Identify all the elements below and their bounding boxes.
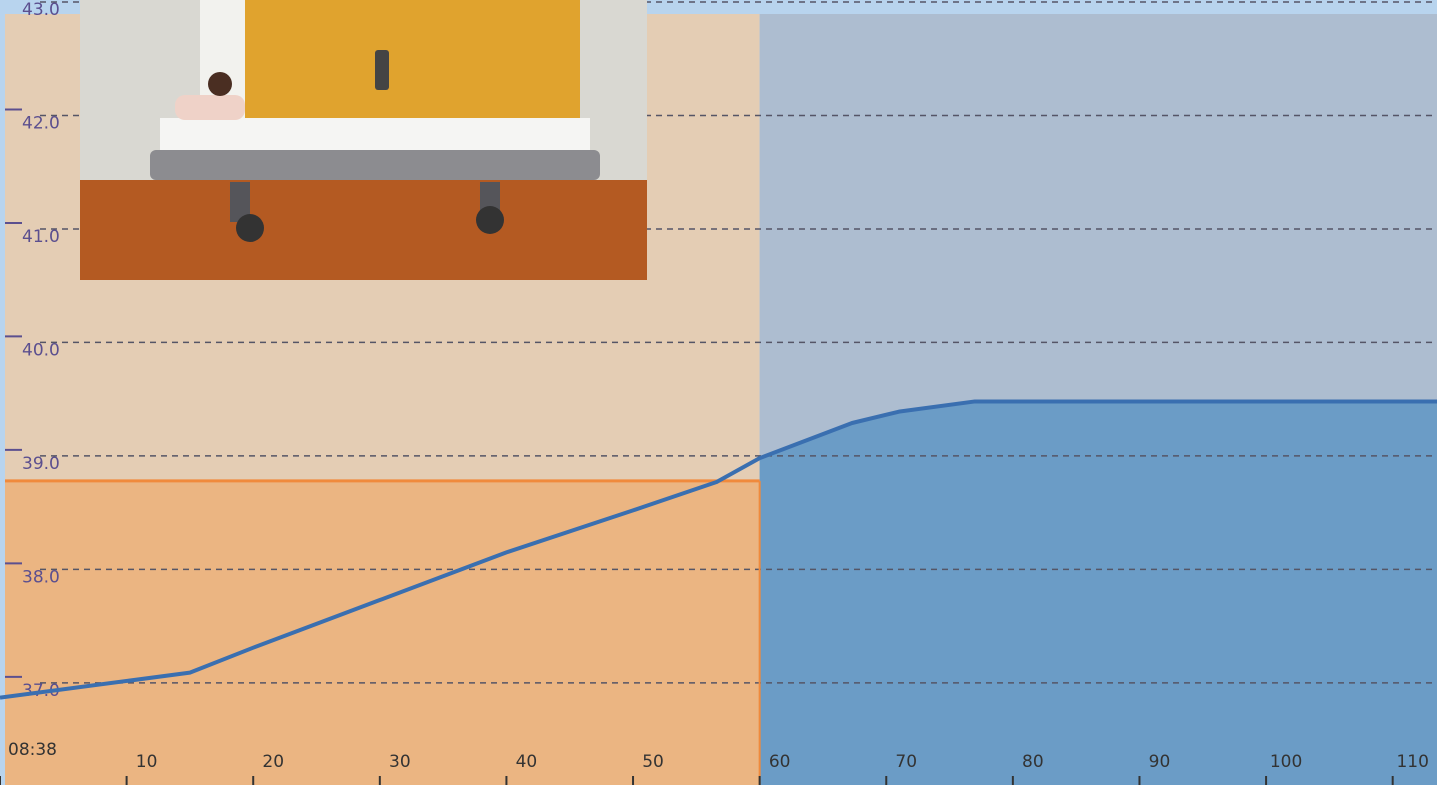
- phase-2-area: [759, 401, 1437, 785]
- x-tick-label: 10: [136, 752, 158, 772]
- photo-inset: [80, 0, 647, 280]
- photo-leg: [230, 182, 250, 222]
- photo-head: [208, 72, 232, 96]
- y-tick-label: 43.0: [22, 0, 60, 20]
- x-tick-label: 90: [1149, 752, 1171, 772]
- photo-pillow: [175, 95, 245, 120]
- threshold-area: [5, 480, 760, 785]
- x-tick-label: 110: [1396, 752, 1428, 772]
- photo-wheel: [236, 214, 264, 242]
- y-tick-label: 39.0: [22, 454, 60, 474]
- x-tick-label: 30: [389, 752, 411, 772]
- x-tick-label: 100: [1270, 752, 1302, 772]
- photo-tent-cover: [245, 0, 580, 120]
- photo-wheel: [476, 206, 504, 234]
- photo-floor: [80, 180, 647, 280]
- photo-mattress: [160, 118, 590, 152]
- x-tick-label: 20: [262, 752, 284, 772]
- x-tick-label: 80: [1022, 752, 1044, 772]
- x-tick-label: 70: [895, 752, 917, 772]
- photo-bed-frame: [150, 150, 600, 180]
- y-tick-label: 38.0: [22, 567, 60, 587]
- y-tick-label: 40.0: [22, 340, 60, 360]
- y-tick-label: 41.0: [22, 227, 60, 247]
- x-tick-label: 40: [516, 752, 538, 772]
- photo-remote: [375, 50, 389, 90]
- x-tick-label: 60: [769, 752, 791, 772]
- x-tick-label: 08:38: [8, 740, 57, 760]
- temperature-line: [0, 399, 1437, 700]
- x-tick-label: 50: [642, 752, 664, 772]
- y-tick-label: 42.0: [22, 113, 60, 133]
